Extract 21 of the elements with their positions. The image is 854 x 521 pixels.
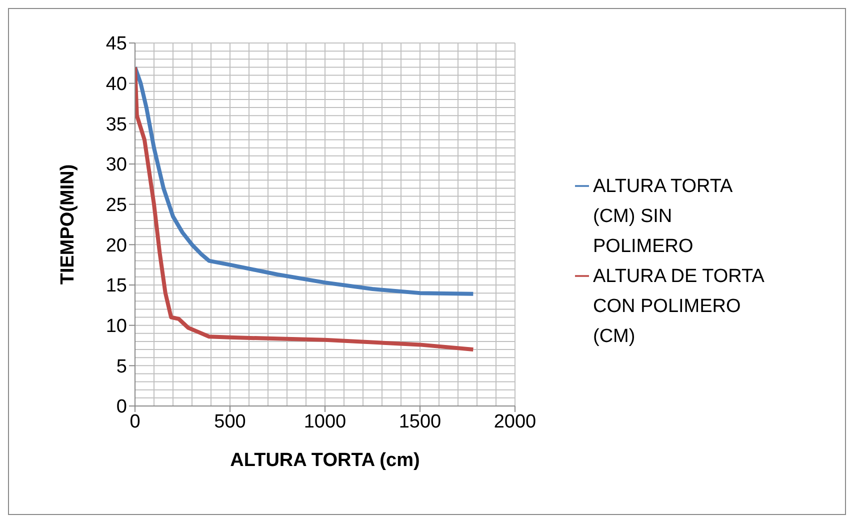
- x-tick-label: 500: [214, 411, 246, 432]
- x-tick-label: 1000: [304, 411, 346, 432]
- y-axis-title: TIEMPO(MIN): [58, 164, 79, 285]
- y-tick-label: 0: [116, 396, 127, 418]
- y-tick-label: 5: [116, 356, 127, 378]
- y-tick-label: 25: [106, 195, 127, 216]
- x-tick-label: 0: [130, 411, 140, 432]
- y-tick-label: 35: [106, 114, 127, 136]
- line-series: [135, 65, 476, 352]
- y-tick-label: 15: [106, 276, 127, 297]
- y-tick-label: 20: [106, 235, 127, 256]
- x-axis-title: ALTURA TORTA (cm): [230, 450, 420, 471]
- legend-label: ALTURA TORTA (CM) SIN POLIMERO: [593, 174, 734, 258]
- x-tick-label: 1500: [398, 411, 442, 432]
- x-tick-label: 2000: [494, 411, 536, 432]
- y-tick-label: 45: [106, 34, 127, 55]
- y-tick-label: 30: [106, 154, 127, 176]
- y-tick-label: 10: [106, 316, 127, 338]
- y-tick-label: 40: [106, 74, 127, 96]
- legend-label: ALTURA DE TORTA CON POLIMERO (CM): [593, 264, 765, 348]
- line-series: [135, 65, 476, 296]
